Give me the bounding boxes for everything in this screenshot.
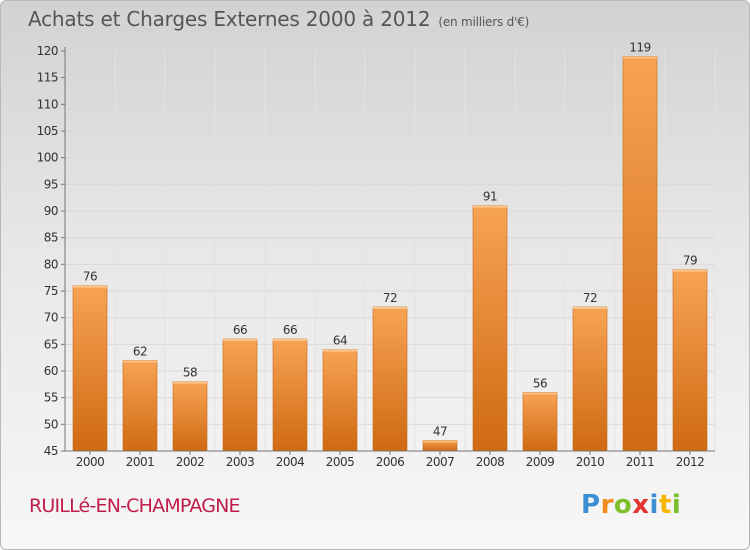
data-label: 76 — [83, 270, 97, 284]
bar-highlight — [523, 392, 557, 395]
bar-highlight — [123, 360, 157, 363]
y-tick-label: 110 — [37, 97, 58, 111]
data-label: 64 — [333, 334, 347, 348]
bar-highlight — [623, 56, 657, 59]
proxiti-logo: Proxiti — [581, 490, 681, 520]
bar-highlight — [223, 339, 257, 341]
bar — [172, 381, 208, 452]
logo-letter: i — [649, 490, 659, 520]
y-tick-label: 85 — [44, 231, 58, 245]
bar-highlight — [373, 307, 407, 309]
x-axis: 2000 2001 2002 2003 2004 2005 2006 2007 2008 2009… — [65, 450, 715, 469]
data-label: 58 — [183, 366, 197, 380]
y-tick-label: 55 — [44, 391, 58, 405]
data-label: 62 — [133, 344, 147, 358]
data-label: 79 — [683, 254, 697, 268]
bar-highlight — [673, 269, 707, 272]
data-label: 56 — [533, 376, 547, 390]
x-tick-label: 2001 — [126, 455, 155, 469]
logo-letter: t — [658, 490, 672, 520]
bar — [222, 338, 258, 452]
unit-label: (en milliers d'€) — [438, 15, 530, 29]
y-tick-label: 105 — [37, 124, 58, 138]
data-label: 91 — [483, 190, 497, 204]
x-tick-label: 2003 — [226, 455, 255, 469]
bar-highlight — [573, 307, 607, 309]
logo-letter: P — [581, 490, 601, 520]
bars — [72, 56, 708, 452]
data-label: 72 — [383, 291, 397, 305]
bar — [322, 349, 358, 452]
y-axis: 45 50 55 60 65 70 75 80 85 90 95 100 105 110 115 120 — [37, 44, 66, 458]
y-tick-label: 70 — [44, 311, 58, 325]
bar — [372, 306, 408, 452]
logo-letter: r — [600, 490, 614, 520]
bar — [572, 306, 608, 452]
y-tick-label: 75 — [44, 284, 58, 298]
bar-highlight — [423, 440, 457, 443]
y-tick-label: 80 — [44, 257, 58, 271]
x-tick-label: 2006 — [376, 455, 405, 469]
bar — [122, 360, 158, 452]
x-tick-label: 2008 — [476, 455, 505, 469]
y-tick-label: 65 — [44, 337, 58, 351]
commune-name: RUILLé-EN-CHAMPAGNE — [29, 495, 241, 517]
data-label: 72 — [583, 291, 597, 305]
bar-highlight — [73, 285, 107, 288]
x-tick-label: 2010 — [576, 455, 605, 469]
bar — [72, 285, 108, 452]
x-tick-label: 2012 — [676, 455, 705, 469]
title-text: Achats et Charges Externes 2000 à 2012 — [28, 7, 431, 31]
data-labels: 76 62 58 66 66 64 72 47 91 56 72 119 79 — [83, 40, 698, 438]
x-tick-label: 2005 — [326, 455, 355, 469]
data-label: 119 — [629, 40, 650, 54]
bar-highlight — [273, 339, 307, 341]
x-tick-label: 2011 — [626, 455, 655, 469]
bar — [672, 269, 708, 452]
bar — [522, 392, 558, 452]
data-label: 66 — [233, 323, 247, 337]
logo-letter: i — [671, 490, 682, 520]
y-tick-label: 120 — [37, 44, 58, 58]
y-tick-label: 95 — [44, 177, 58, 191]
y-tick-label: 50 — [44, 417, 58, 431]
chart-title: Achats et Charges Externes 2000 à 2012 (e… — [28, 7, 529, 31]
x-tick-label: 2009 — [526, 455, 555, 469]
bar-highlight — [173, 381, 207, 384]
bar-highlight — [323, 349, 357, 352]
y-tick-label: 45 — [44, 444, 58, 458]
data-label: 47 — [433, 424, 447, 438]
logo-letter: o — [613, 490, 633, 520]
y-tick-label: 60 — [44, 364, 58, 378]
bar-highlight — [473, 205, 507, 208]
bar — [472, 205, 508, 452]
y-tick-label: 90 — [44, 204, 58, 218]
y-tick-label: 100 — [37, 151, 58, 165]
y-tick-label: 115 — [37, 71, 58, 85]
bar — [622, 56, 658, 452]
x-tick-label: 2002 — [176, 455, 205, 469]
logo-letter: x — [632, 490, 650, 520]
bar — [272, 338, 308, 452]
x-tick-label: 2007 — [426, 455, 455, 469]
x-tick-label: 2000 — [76, 455, 105, 469]
data-label: 66 — [283, 323, 297, 337]
x-tick-label: 2004 — [276, 455, 305, 469]
